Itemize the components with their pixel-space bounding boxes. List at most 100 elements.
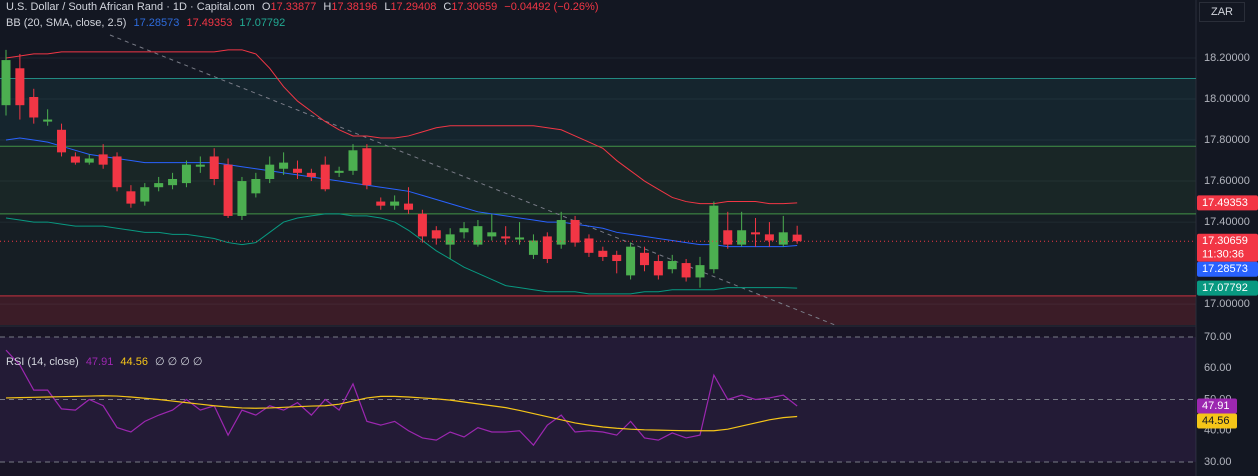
candle-body — [1, 60, 11, 106]
candle-body — [84, 158, 94, 163]
candle-body — [251, 179, 261, 194]
candle-body — [612, 254, 622, 262]
indicator-name: BB (20, SMA, close, 2.5) — [6, 17, 127, 29]
candle-body — [112, 156, 122, 188]
candle-body — [98, 154, 108, 165]
y-tick-label: 70.00 — [1204, 331, 1232, 343]
candle-body — [154, 183, 164, 188]
candle-body — [431, 230, 441, 239]
trend-line — [109, 34, 836, 326]
price-badge-label: 17.28573 — [1202, 263, 1248, 275]
rsi-badge — [1197, 398, 1237, 414]
price-badge — [1197, 233, 1258, 262]
rsi-line — [5, 395, 798, 432]
rsi-legend: RSI (14, close) 47.91 44.56 ∅ ∅ ∅ ∅ — [6, 355, 207, 368]
y-tick-label: 17.80000 — [1204, 134, 1250, 146]
zone — [0, 146, 1196, 214]
bb-line — [5, 213, 798, 295]
candle-body — [320, 164, 330, 190]
candle-body — [404, 203, 414, 210]
candle-body — [737, 230, 747, 245]
candle-body — [15, 68, 25, 106]
candle-body — [181, 164, 191, 184]
y-tick-label: 18.00000 — [1204, 93, 1250, 105]
rsi-badge-label: 44.56 — [1202, 415, 1230, 427]
candle-body — [70, 156, 80, 163]
price-badge-label: 17.30659 — [1202, 235, 1248, 247]
candle-body — [598, 250, 608, 257]
candle-body — [515, 237, 525, 240]
price-badge-label: 17.49353 — [1202, 197, 1248, 209]
y-tick-label: 17.40000 — [1204, 216, 1250, 228]
candle-body — [140, 187, 150, 202]
symbol-title: U.S. Dollar / South African Rand · 1D · … — [6, 1, 255, 13]
rsi-line — [5, 349, 798, 447]
candle-body — [417, 213, 427, 237]
bb-legend: BB (20, SMA, close, 2.5) 17.28573 17.493… — [6, 17, 289, 29]
zone — [0, 295, 1196, 325]
rsi-pane — [0, 326, 1196, 476]
candle-body — [639, 252, 649, 266]
currency-button[interactable]: ZAR — [1199, 2, 1245, 22]
candle-body — [764, 234, 774, 241]
price-badge-label: 17.07792 — [1202, 282, 1248, 294]
candle-body — [626, 246, 636, 276]
ohlc-prefix: H — [323, 1, 332, 13]
ohlc-value: 17.30659 — [451, 1, 498, 13]
ohlc-value: 17.33877 — [270, 1, 317, 13]
candle-body — [528, 240, 538, 255]
candle-body — [709, 205, 719, 270]
candle-body — [570, 220, 580, 243]
symbol-legend: U.S. Dollar / South African Rand · 1D · … — [6, 1, 602, 13]
indicator-value: 17.07792 — [239, 17, 286, 29]
candle-body — [584, 238, 594, 253]
candle-body — [390, 201, 400, 206]
candle-body — [29, 96, 39, 118]
candle-body — [501, 236, 511, 239]
candle-body — [376, 201, 386, 206]
candle-body — [556, 220, 566, 245]
price-badge — [1197, 195, 1258, 211]
candle-body — [778, 232, 788, 245]
indicator-value: 44.56 — [120, 356, 148, 368]
change: −0.04492 (−0.26%) — [504, 1, 599, 13]
candle-body — [473, 226, 483, 245]
candle-body — [653, 261, 663, 276]
candle-body — [126, 191, 136, 204]
zone — [0, 213, 1196, 296]
candle-body — [751, 232, 761, 235]
indicator-value: 17.28573 — [133, 17, 180, 29]
candle-body — [168, 179, 178, 186]
indicator-value: 47.91 — [85, 356, 114, 368]
ohlc-value: 17.38196 — [331, 1, 378, 13]
candle-body — [681, 263, 691, 278]
candle-body — [43, 119, 53, 122]
candle-body — [195, 164, 205, 167]
candle-body — [487, 232, 497, 237]
candle-body — [792, 234, 802, 242]
candle-body — [209, 156, 219, 180]
candle-body — [265, 164, 275, 180]
countdown: 11:30:36 — [1202, 249, 1244, 261]
rsi-badge-label: 47.91 — [1202, 400, 1230, 412]
indicator-extra: ∅ ∅ ∅ ∅ — [155, 356, 203, 368]
ohlc-prefix: L — [384, 1, 391, 13]
candle-body — [237, 181, 247, 216]
rsi-badge — [1197, 413, 1237, 429]
y-tick-label: 17.00000 — [1204, 298, 1250, 310]
candle-body — [334, 170, 344, 173]
y-tick-label: 60.00 — [1204, 362, 1232, 374]
y-tick-label: 18.20000 — [1204, 52, 1250, 64]
y-tick-label: 17.60000 — [1204, 175, 1250, 187]
bb-line — [5, 49, 798, 205]
candle-body — [695, 265, 705, 278]
candle-body — [362, 148, 372, 186]
indicator-name: RSI (14, close) — [6, 356, 79, 368]
ohlc-prefix: C — [443, 1, 452, 13]
candle-body — [348, 150, 358, 171]
candle-body — [723, 230, 733, 245]
ohlc-prefix: O — [261, 1, 271, 13]
candle-body — [667, 261, 677, 270]
